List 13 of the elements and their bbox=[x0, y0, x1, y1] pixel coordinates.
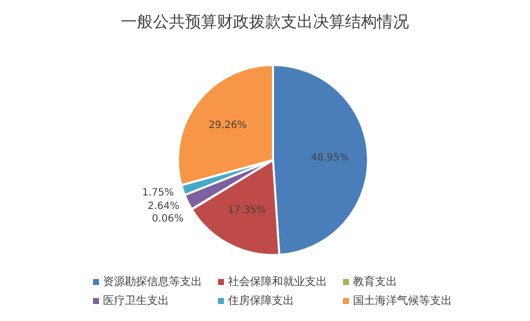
data-label: 2.64% bbox=[148, 200, 180, 212]
chart-title: 一般公共预算财政拨款支出决算结构情况 bbox=[120, 11, 410, 33]
legend-label: 资源勘探信息等支出 bbox=[103, 274, 202, 289]
legend-label: 教育支出 bbox=[353, 274, 397, 289]
legend-label: 医疗卫生支出 bbox=[103, 293, 169, 308]
legend-label: 住房保障支出 bbox=[228, 293, 294, 308]
data-label: 17.35% bbox=[228, 205, 266, 216]
legend-label: 社会保障和就业支出 bbox=[228, 274, 327, 289]
data-label: 1.75% bbox=[142, 188, 174, 199]
legend-label: 国土海洋气候等支出 bbox=[353, 293, 452, 308]
data-label: 0.06% bbox=[152, 214, 184, 225]
data-label: 29.26% bbox=[208, 120, 247, 131]
data-label: 48.95% bbox=[310, 152, 350, 164]
